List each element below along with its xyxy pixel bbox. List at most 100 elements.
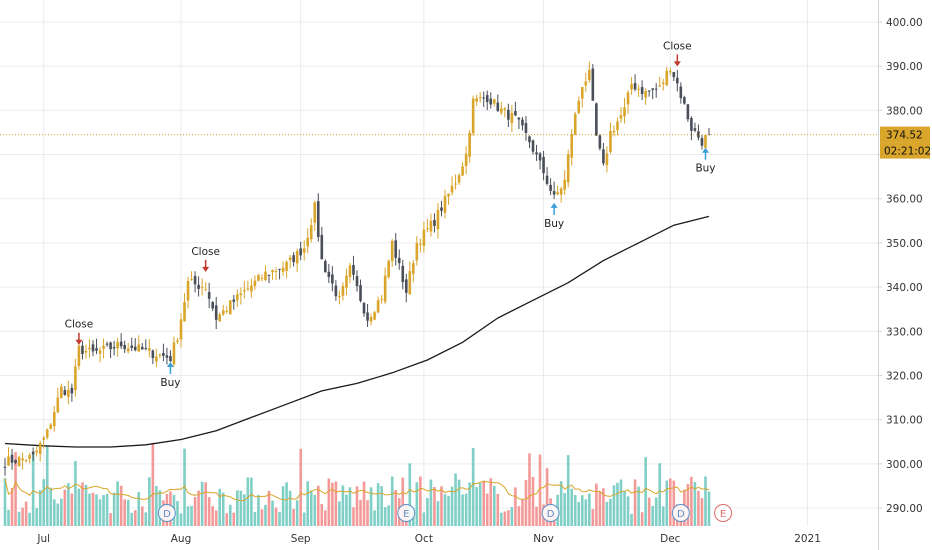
event-marker-circle <box>157 504 176 522</box>
volume-bar <box>207 497 211 526</box>
candle-body <box>570 134 574 158</box>
volume-bar <box>362 481 366 526</box>
candle-body <box>524 123 528 133</box>
dividend-marker[interactable]: D <box>671 504 690 522</box>
volume-bar <box>148 477 151 526</box>
candle-body <box>207 292 211 299</box>
last-price-marker: 374.52 02:21:02 <box>0 126 931 159</box>
candle-body <box>362 303 366 314</box>
candle-body <box>658 85 662 87</box>
price-tick-label: 360.00 <box>886 194 923 206</box>
candlestick-series <box>3 61 711 476</box>
volume-bar <box>376 483 380 526</box>
buy-signal[interactable]: Buy <box>695 147 716 175</box>
candle-body <box>609 130 612 153</box>
volume-bar <box>485 493 489 526</box>
volume-bar <box>559 481 563 526</box>
volume-bar <box>588 493 591 526</box>
candle-body <box>668 71 672 73</box>
candle-body <box>172 342 176 365</box>
candle-body <box>281 267 285 272</box>
volume-bar <box>355 486 359 526</box>
volume-bar <box>316 485 320 526</box>
earnings-marker[interactable]: E <box>714 504 733 522</box>
candle-body <box>454 183 457 185</box>
candle-body <box>419 243 422 245</box>
candle-body <box>644 90 647 98</box>
volume-bar <box>468 482 471 526</box>
candle-body <box>422 229 426 246</box>
close-signal[interactable]: Close <box>191 246 220 272</box>
close-signal[interactable]: Close <box>65 319 94 345</box>
candle-body <box>359 285 362 301</box>
candle-body <box>704 135 707 148</box>
dividend-marker[interactable]: D <box>541 504 560 522</box>
candle-body <box>447 193 450 197</box>
candle-body <box>130 345 134 348</box>
buy-signal[interactable]: Buy <box>544 202 564 230</box>
volume-bar <box>422 512 426 526</box>
time-axis[interactable]: Jul Aug Sep Oct Nov Dec 2021 <box>36 533 821 545</box>
volume-bar <box>366 500 369 526</box>
earnings-marker[interactable]: E <box>397 504 416 522</box>
volume-bar <box>369 487 373 526</box>
candle-body <box>140 346 144 350</box>
candle-body <box>595 103 598 136</box>
candle-body <box>105 343 109 345</box>
candle-body <box>155 356 158 362</box>
volume-bar <box>278 512 281 526</box>
volume-bar <box>633 479 637 526</box>
volume-bar <box>450 486 454 526</box>
volume-bar <box>658 463 662 526</box>
candle-body <box>31 451 35 455</box>
volume-bar <box>626 496 630 526</box>
candle-body <box>383 275 387 302</box>
candle-body <box>74 366 77 391</box>
dividend-marker[interactable]: D <box>157 504 176 522</box>
candle-body <box>119 341 123 347</box>
candle-body <box>292 255 295 263</box>
candle-body <box>236 294 239 301</box>
candle-body <box>316 201 320 238</box>
candle-body <box>475 98 478 102</box>
candle-body <box>162 352 165 356</box>
volume-bar <box>253 512 257 526</box>
volume-bar <box>232 512 236 526</box>
volume-bar <box>454 473 457 526</box>
candle-body <box>531 140 535 152</box>
candle-body <box>67 389 70 397</box>
price-tick-label: 350.00 <box>886 238 923 250</box>
candle-body <box>408 271 412 295</box>
volume-bar <box>3 478 7 526</box>
candle-body <box>42 437 46 440</box>
time-tick-label: 2021 <box>794 533 821 545</box>
candle-body <box>380 298 383 300</box>
candle-body <box>70 387 74 394</box>
volume-bar <box>654 497 658 526</box>
close-signal[interactable]: Close <box>663 40 692 67</box>
candle-body <box>56 397 60 413</box>
candle-body <box>60 386 63 399</box>
buy-signal[interactable]: Buy <box>160 361 180 389</box>
volume-bar <box>271 500 274 526</box>
volume-bar <box>429 479 433 526</box>
candle-body <box>352 264 355 275</box>
volume-bar <box>528 453 531 526</box>
signal-label: Buy <box>160 377 180 389</box>
candle-body <box>165 355 169 358</box>
volume-bar <box>60 498 63 526</box>
volume-bar <box>228 504 232 526</box>
volume-bar <box>84 484 88 526</box>
volume-bar <box>693 482 697 526</box>
event-marker-letter: E <box>720 509 726 520</box>
volume-bar <box>630 513 633 526</box>
candle-body <box>376 300 380 313</box>
volume-bar <box>390 476 394 526</box>
volume-bar <box>324 510 327 526</box>
candle-body <box>654 88 658 90</box>
volume-bar <box>609 498 612 526</box>
candle-body <box>528 136 531 143</box>
volume-bar <box>457 479 461 526</box>
volume-bar <box>14 451 17 526</box>
